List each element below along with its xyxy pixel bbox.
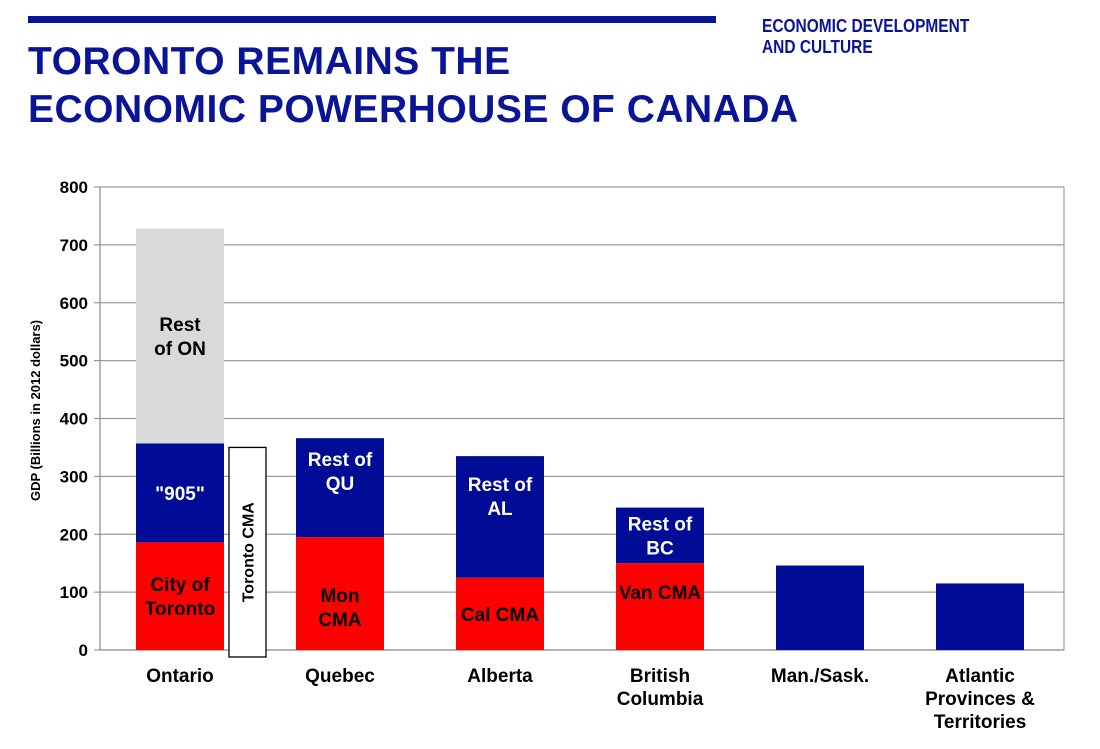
bar-segment-label: City of (150, 575, 210, 596)
bar-segment (456, 577, 544, 650)
bar-segment (936, 583, 1024, 650)
department-label: ECONOMIC DEVELOPMENT AND CULTURE (762, 16, 969, 58)
x-category-label: Territories (934, 712, 1027, 733)
bar-segment (616, 507, 704, 564)
x-category-label: Ontario (146, 666, 214, 687)
bar-segment-label: BC (646, 538, 674, 559)
bar-segment-label: CMA (318, 610, 362, 631)
y-tick-label: 700 (60, 236, 88, 255)
y-tick-label: 200 (60, 525, 88, 544)
bar-segment-label: Rest of (308, 450, 373, 471)
bar-segment (456, 456, 544, 578)
y-tick-label: 400 (60, 410, 88, 429)
bar-segment-label: Rest of (468, 475, 533, 496)
bar-segment-label: Rest of (628, 514, 693, 535)
x-category-label: Alberta (467, 666, 533, 687)
header-rule (28, 16, 716, 23)
x-category-label: Atlantic (945, 666, 1015, 687)
bar-segment-label: "905" (155, 484, 205, 505)
department-line-1: ECONOMIC DEVELOPMENT (762, 16, 970, 36)
title-line-1: TORONTO REMAINS THE (28, 40, 511, 83)
y-tick-label: 300 (60, 467, 88, 486)
toronto-cma-box (228, 446, 267, 658)
bar-segment (296, 537, 384, 650)
bar-segment (776, 565, 864, 650)
y-tick-label: 500 (60, 352, 88, 371)
toronto-cma-label: Toronto CMA (241, 502, 258, 603)
bar-segment-label: Mon (320, 586, 359, 607)
bar-segment (136, 228, 224, 444)
y-tick-label: 600 (60, 294, 88, 313)
x-category-label: Man./Sask. (771, 666, 869, 687)
bar-segment-label: Rest (159, 315, 201, 336)
bar-segment-label: Toronto (145, 599, 215, 620)
bar-segment (136, 443, 224, 543)
y-tick-label: 0 (79, 641, 88, 660)
page-title: TORONTO REMAINS THE ECONOMIC POWERHOUSE … (28, 38, 799, 134)
bar-segment-label: AL (487, 499, 513, 520)
bar-segment-label: of ON (154, 339, 206, 360)
bar-segment-label: QU (326, 474, 355, 495)
bar-segment-label: Cal CMA (461, 605, 539, 626)
bar-segment (616, 563, 704, 650)
y-tick-label: 100 (60, 583, 88, 602)
department-line-2: AND CULTURE (762, 37, 873, 57)
x-category-label: British (630, 666, 690, 687)
bar-segment (136, 542, 224, 650)
y-tick-label: 800 (60, 178, 88, 197)
x-category-label: Provinces & (925, 689, 1035, 710)
x-category-label: Columbia (617, 689, 704, 710)
x-category-label: Quebec (305, 666, 375, 687)
title-line-2: ECONOMIC POWERHOUSE OF CANADA (28, 88, 799, 131)
bar-segment (296, 438, 384, 538)
y-axis-label: GDP (Billions in 2012 dollars) (28, 320, 43, 501)
bar-segment-label: Van CMA (619, 583, 702, 604)
